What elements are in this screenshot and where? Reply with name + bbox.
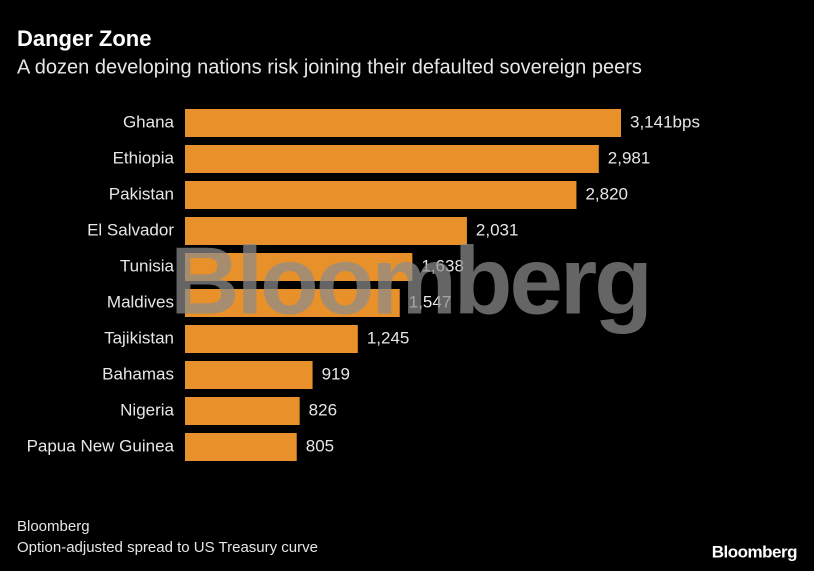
y-tick-label: Bahamas xyxy=(102,364,174,383)
note: Option-adjusted spread to US Treasury cu… xyxy=(17,539,318,556)
bar xyxy=(185,361,313,389)
chart-subtitle: A dozen developing nations risk joining … xyxy=(17,56,642,78)
y-tick-label: Ethiopia xyxy=(113,148,175,167)
value-label: 1,638 xyxy=(421,256,464,275)
bar xyxy=(185,145,599,173)
bar xyxy=(185,325,358,353)
plot: Ghana 3,141bps Ethiopia 2,981 Pakistan 2,820 E… xyxy=(27,109,700,461)
chart-title: Danger Zone xyxy=(17,26,151,51)
value-label: 2,981 xyxy=(608,148,651,167)
value-label: 2,031 xyxy=(476,220,519,239)
y-tick-label: Maldives xyxy=(107,292,174,311)
y-tick-label: Papua New Guinea xyxy=(27,436,175,455)
y-tick-label: Nigeria xyxy=(120,400,174,419)
y-tick-label: Tajikistan xyxy=(104,328,174,347)
y-tick-label: Tunisia xyxy=(120,256,175,275)
bar xyxy=(185,217,467,245)
value-label: 919 xyxy=(322,364,350,383)
y-tick-label: Ghana xyxy=(123,112,175,131)
value-label: 1,245 xyxy=(367,328,410,347)
y-tick-label: Pakistan xyxy=(109,184,174,203)
value-label: 1,547 xyxy=(409,292,452,311)
value-label: 3,141bps xyxy=(630,112,700,131)
bar xyxy=(185,109,621,137)
y-tick-label: El Salvador xyxy=(87,220,174,239)
value-label: 805 xyxy=(306,436,334,455)
bar xyxy=(185,433,297,461)
bar xyxy=(185,181,577,209)
bar xyxy=(185,253,413,281)
value-label: 826 xyxy=(309,400,337,419)
bar xyxy=(185,289,400,317)
logo: Bloomberg xyxy=(712,542,797,561)
source: Bloomberg xyxy=(17,518,90,535)
value-label: 2,820 xyxy=(585,184,628,203)
watermark: Bloomberg xyxy=(170,227,650,334)
bar xyxy=(185,397,300,425)
